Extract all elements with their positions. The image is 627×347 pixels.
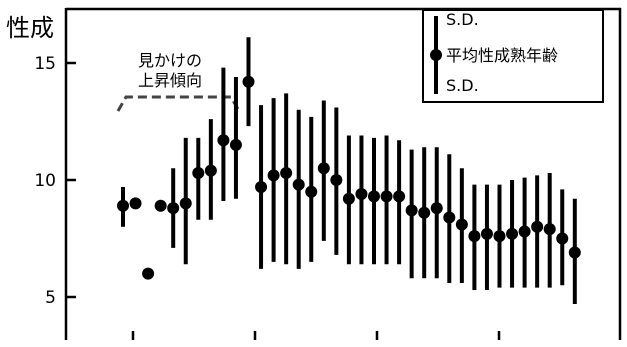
mean-point-27: [456, 218, 468, 230]
legend-mean-marker: [430, 49, 442, 61]
mean-point-10: [243, 76, 255, 88]
mean-point-34: [544, 223, 556, 235]
mean-point-26: [443, 211, 455, 223]
legend-sd-bottom: S.D.: [446, 76, 479, 95]
mean-point-31: [506, 228, 518, 240]
mean-point-15: [305, 186, 317, 198]
mean-point-35: [556, 233, 568, 245]
mean-point-21: [381, 190, 393, 202]
mean-point-29: [481, 228, 493, 240]
mean-point-30: [494, 230, 506, 242]
y-axis-ticks: 5 10 15: [34, 54, 76, 308]
mean-point-22: [393, 190, 405, 202]
mean-point-16: [318, 162, 330, 174]
mean-point-5: [180, 197, 192, 209]
annotation-line1: 見かけの: [138, 51, 202, 70]
mean-point-3: [155, 200, 167, 212]
mean-point-17: [330, 174, 342, 186]
mean-point-2: [142, 268, 154, 280]
y-tick-label-5: 5: [45, 288, 56, 308]
legend-sd-top: S.D.: [446, 10, 479, 29]
legend: S.D. 平均性成熟年齢 S.D.: [423, 10, 603, 102]
mean-point-20: [368, 190, 380, 202]
trend-annotation: 見かけの 上昇傾向: [118, 51, 239, 111]
mean-point-9: [230, 139, 242, 151]
y-tick-label-10: 10: [34, 171, 56, 191]
y-axis-label: 性成: [6, 14, 54, 42]
mean-point-12: [268, 169, 280, 181]
mean-point-8: [217, 134, 229, 146]
mean-point-1: [130, 197, 142, 209]
mean-point-32: [519, 225, 531, 237]
mean-point-23: [406, 204, 418, 216]
annotation-line2: 上昇傾向: [138, 71, 202, 90]
mean-point-19: [355, 188, 367, 200]
mean-point-28: [468, 230, 480, 242]
mean-point-18: [343, 193, 355, 205]
mean-point-7: [205, 165, 217, 177]
mean-point-0: [117, 200, 129, 212]
annotation-bracket: [118, 97, 239, 111]
legend-mean-label: 平均性成熟年齢: [446, 46, 558, 65]
mean-point-33: [531, 221, 543, 233]
mean-point-25: [431, 202, 443, 214]
mean-point-13: [280, 167, 292, 179]
mean-point-24: [418, 207, 430, 219]
mean-point-36: [569, 247, 581, 259]
y-tick-label-15: 15: [34, 54, 56, 74]
mean-point-11: [255, 181, 267, 193]
mean-point-14: [293, 179, 305, 191]
mean-point-4: [167, 202, 179, 214]
mean-point-6: [192, 167, 204, 179]
